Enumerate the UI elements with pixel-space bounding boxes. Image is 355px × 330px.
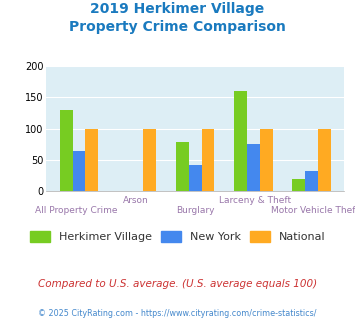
Text: All Property Crime: All Property Crime xyxy=(35,206,117,215)
Bar xyxy=(60,110,72,191)
Text: 2019 Herkimer Village
Property Crime Comparison: 2019 Herkimer Village Property Crime Com… xyxy=(69,2,286,34)
Text: Larceny & Theft: Larceny & Theft xyxy=(219,196,291,205)
Bar xyxy=(202,129,214,191)
Text: Arson: Arson xyxy=(123,196,148,205)
Bar xyxy=(143,129,156,191)
Bar xyxy=(234,91,247,191)
Bar xyxy=(85,129,98,191)
Bar xyxy=(247,145,260,191)
Bar xyxy=(318,129,331,191)
Bar xyxy=(260,129,273,191)
Bar xyxy=(189,165,202,191)
Bar xyxy=(72,150,85,191)
Bar xyxy=(293,179,305,191)
Bar xyxy=(305,171,318,191)
Text: Compared to U.S. average. (U.S. average equals 100): Compared to U.S. average. (U.S. average … xyxy=(38,279,317,289)
Bar xyxy=(176,143,189,191)
Text: Motor Vehicle Theft: Motor Vehicle Theft xyxy=(271,206,355,215)
Legend: Herkimer Village, New York, National: Herkimer Village, New York, National xyxy=(26,227,329,247)
Text: © 2025 CityRating.com - https://www.cityrating.com/crime-statistics/: © 2025 CityRating.com - https://www.city… xyxy=(38,309,317,317)
Text: Burglary: Burglary xyxy=(176,206,214,215)
